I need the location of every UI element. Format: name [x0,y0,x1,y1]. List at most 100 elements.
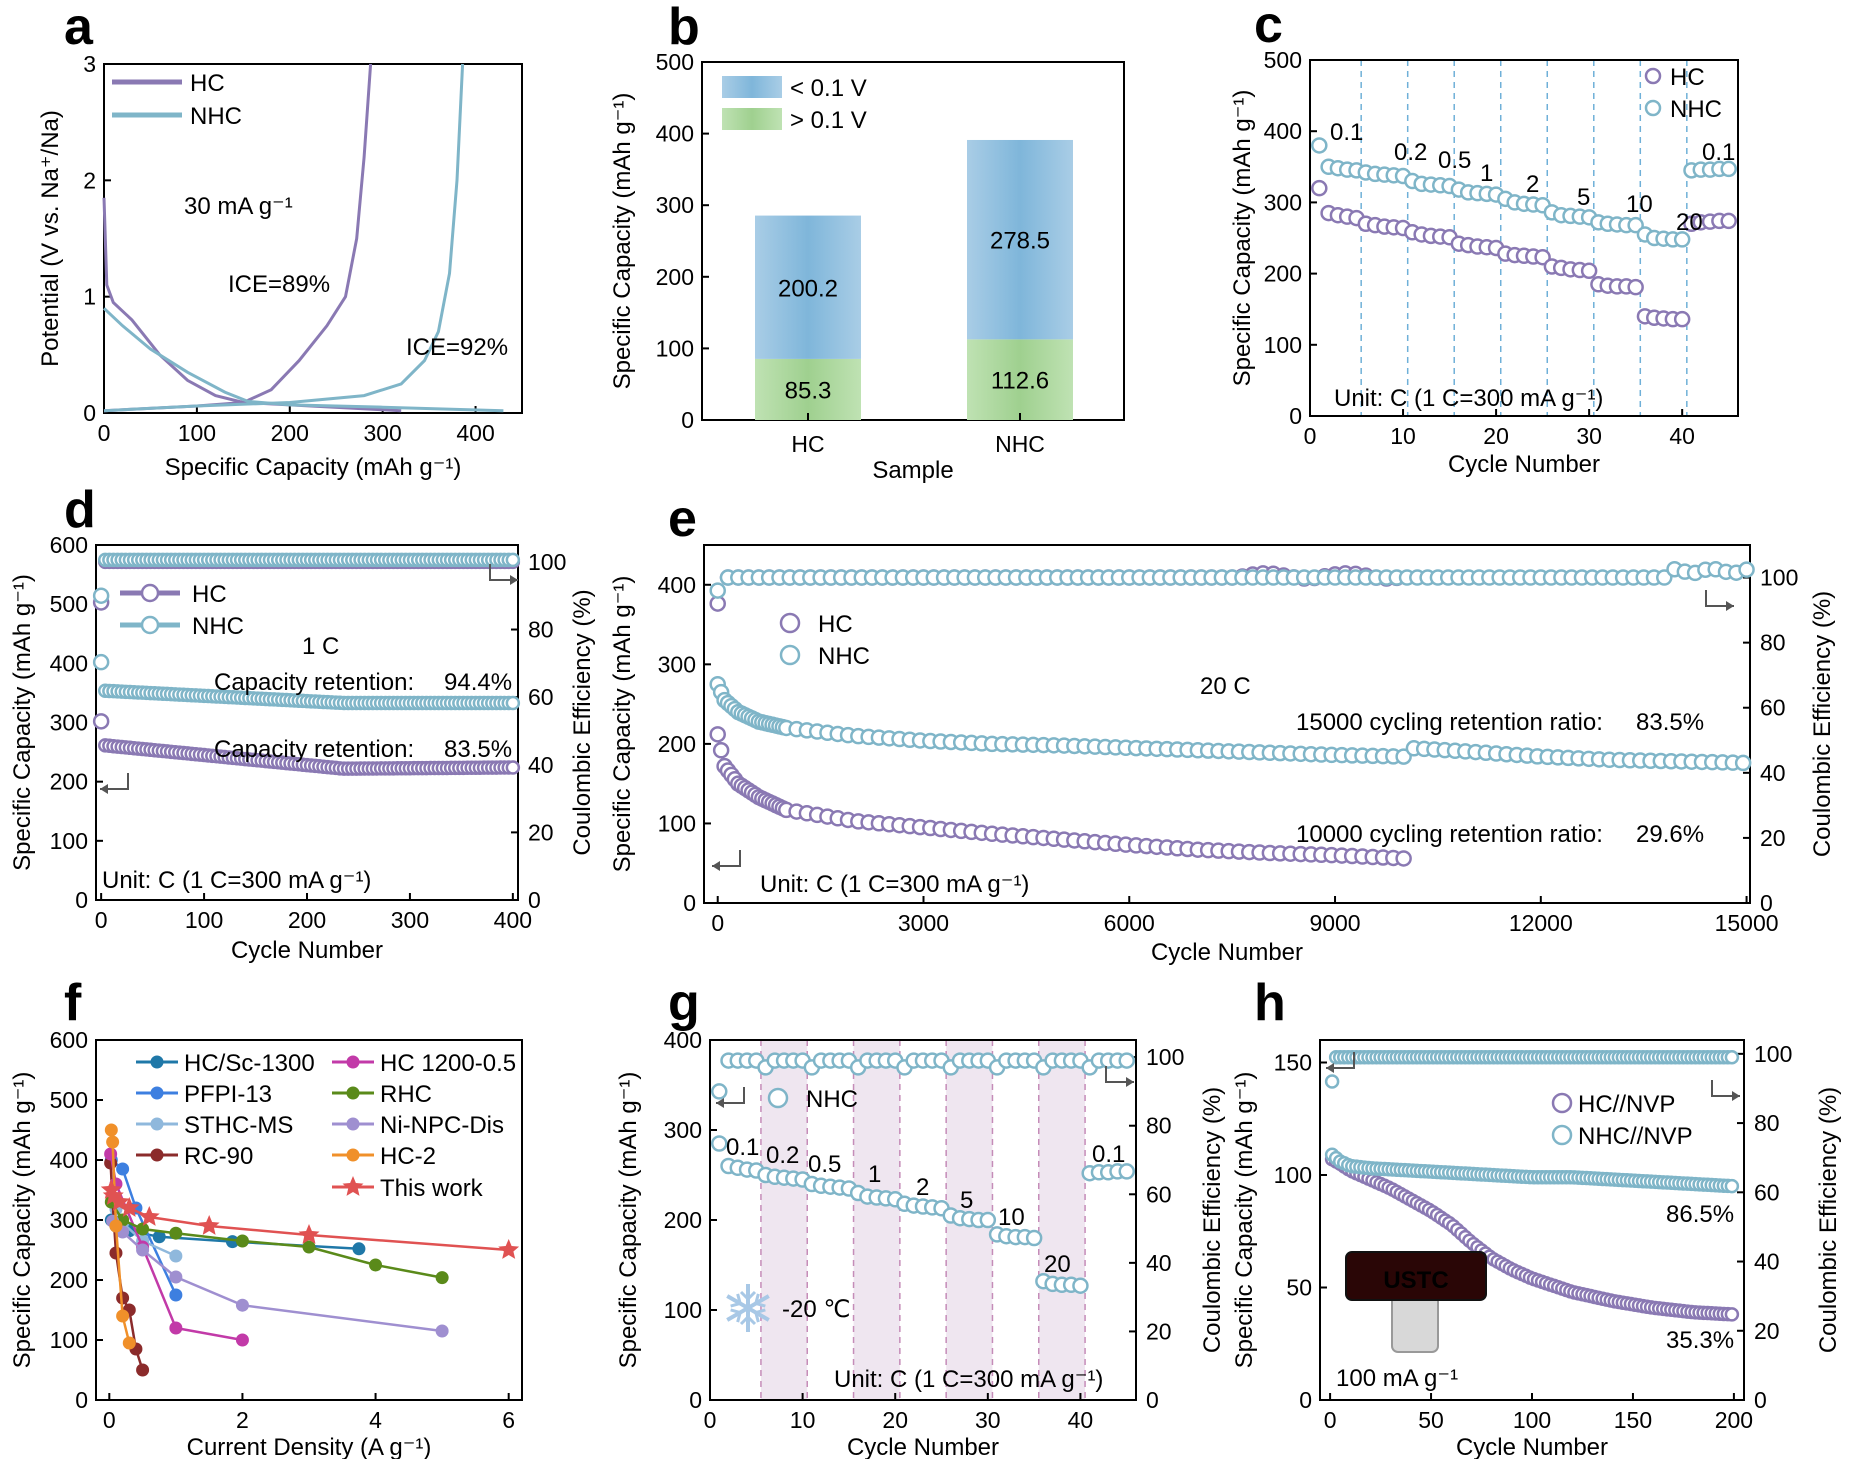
panel-b: 0 100 200 300 400 500 85.3 200.2 HC 112.6 278.5 NHC… [609,49,1125,484]
unit-note: Unit: C (1 C=300 mA g⁻¹) [760,871,1029,898]
snowflake-arm [747,1294,770,1310]
y2-tick-label: 100 [1754,1041,1792,1067]
ice-hc-label: ICE=89% [228,271,330,298]
panel-h: 0 50 100 150 200050100150020406080100HC//NVP… [1231,1039,1842,1459]
legend-label: < 0.1 V [790,75,867,102]
x-tick-label: 0 [711,910,724,936]
y2-tick-label: 0 [528,887,541,913]
point-this-work [118,1197,140,1217]
legend-label: HC [818,611,853,638]
legend-marker [150,1148,164,1162]
point-hc [92,713,110,730]
point [122,1336,136,1350]
y-tick-label: 200 [658,731,696,757]
snowflake-arm [726,1306,749,1322]
x-tick-label: 400 [494,907,532,933]
point-hc [712,742,730,759]
y2-tick-label: 80 [1754,1110,1780,1136]
retention-label: Capacity retention: [214,669,414,696]
axis-arrow [712,850,741,867]
x-tick-label: 20 [882,1407,908,1433]
panel-label-b: b [668,0,700,56]
rate-label: 0.2 [766,1142,799,1169]
plot-frame [701,61,1125,421]
legend-marker [150,1055,164,1069]
x-axis-label: Cycle Number [1456,1434,1608,1459]
bar-value-label: 200.2 [778,275,838,302]
point-nhc [1072,1277,1089,1294]
panel-label-f: f [64,974,82,1032]
temperature-label: -20 ℃ [782,1296,850,1323]
y-axis-label: Specific Capacity (mAh g⁻¹) [1229,90,1256,387]
y-tick-label: 500 [656,49,694,75]
y-tick-label: 200 [656,264,694,290]
y2-tick-label: 40 [1146,1250,1172,1276]
rate-label: 0.1 [726,1134,759,1161]
point [352,1242,366,1256]
led-device-image: USTC [1345,1251,1487,1353]
rate-band [853,1040,900,1400]
snowflake-arm [726,1294,749,1310]
x-tick-label: 300 [363,420,401,446]
led-panel [1345,1251,1487,1301]
bar-value-label: 278.5 [990,228,1050,255]
legend-marker [779,644,801,666]
point-hc [1673,310,1691,328]
y-tick-label: 600 [50,532,88,558]
y-tick-label: 200 [50,769,88,795]
point-nhc [1734,754,1752,772]
point-nhc [1724,1178,1740,1194]
ce-point-nhc [709,582,726,599]
y2-tick-label: 0 [1146,1387,1159,1413]
panel-d: 0 100 200 300 400010020030040050060002040608… [9,532,596,964]
ce-point-nhc [505,552,521,568]
panel-e: 0 3000 6000 9000 12000 1500001002003004000204… [609,544,1836,966]
y-axis-label: Specific Capacity (mAh g⁻¹) [1231,1072,1258,1369]
y-tick-label: 0 [681,407,694,433]
x-tick-label: 200 [1715,1407,1753,1433]
y-axis-label: Specific Capacity (mAh g⁻¹) [615,1072,642,1369]
x-axis-label: Cycle Number [847,1434,999,1459]
plot-frame [95,544,519,901]
rate-label: 5 [960,1187,973,1214]
axis-arrow [1705,590,1734,607]
panel-label-h: h [1254,974,1286,1032]
legend-marker [150,1117,164,1131]
y-tick-label: 50 [1286,1275,1312,1301]
y-axis-label: Specific Capacity (mAh g⁻¹) [609,93,636,390]
y-tick-label: 400 [50,650,88,676]
legend-marker [767,1087,789,1109]
axis-arrow-head [510,575,518,585]
y2-tick-label: 0 [1760,890,1773,916]
rate-label: 5 [1577,184,1590,211]
point [109,1246,123,1260]
legend-label: NHC [192,613,244,640]
point [136,1222,150,1236]
rate-label: 0.5 [1438,147,1471,174]
y2-axis-label: Coulombic Efficiency (%) [1815,1087,1842,1353]
y-tick-label: 300 [50,1207,88,1233]
point [435,1271,449,1285]
y2-axis-label: Coulombic Efficiency (%) [1199,1087,1226,1353]
y-tick-label: 300 [656,192,694,218]
x-tick-label: 0 [1304,423,1317,449]
snowflake-icon [726,1284,770,1332]
unit-note: Unit: C (1 C=300 mA g⁻¹) [102,867,371,894]
point [235,1234,249,1248]
retention-label: Capacity retention: [214,736,414,763]
rate-label: 20 C [1200,673,1251,700]
y-axis-label: Specific Capacity (mAh g⁻¹) [9,1072,36,1369]
point [435,1324,449,1338]
legend-label: HC [192,581,227,608]
y2-tick-label: 40 [1754,1249,1780,1275]
y-tick-label: 100 [656,335,694,361]
rate-annotation: 30 mA g⁻¹ [184,193,293,220]
axis-arrow-head [1326,1063,1334,1073]
y-tick-label: 400 [50,1147,88,1173]
y-tick-label: 0 [1299,1387,1312,1413]
point-hc [1627,278,1644,296]
x-tick-label: 150 [1614,1407,1652,1433]
axis-arrow [489,564,518,581]
point-hc [505,760,521,775]
legend-marker [140,615,160,635]
